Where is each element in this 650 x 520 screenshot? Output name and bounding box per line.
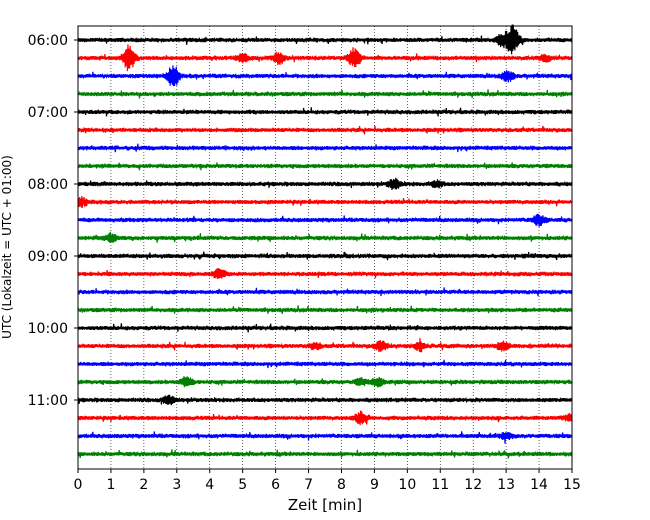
seismic-trace <box>77 268 573 280</box>
y-tick-label: 08:00 <box>28 177 68 193</box>
seismic-trace <box>77 305 573 314</box>
seismic-trace <box>77 376 573 388</box>
y-axis-ticks: 06:00 07:00 08:00 09:00 10:00 11:00 <box>28 33 78 409</box>
x-tick-label: 15 <box>563 477 581 493</box>
x-tick-label: 13 <box>497 477 515 493</box>
seismic-trace <box>77 359 573 369</box>
x-tick-label: 10 <box>398 477 416 493</box>
seismic-trace <box>77 162 573 171</box>
x-tick-label: 9 <box>370 477 379 493</box>
seismic-trace <box>77 338 573 353</box>
y-tick-label: 09:00 <box>28 249 68 265</box>
x-tick-label: 12 <box>464 477 482 493</box>
seismic-trace <box>77 394 573 406</box>
x-tick-label: 0 <box>74 477 83 493</box>
seismic-traces <box>77 24 573 459</box>
seismic-trace <box>77 65 573 87</box>
y-tick-label: 11:00 <box>28 393 68 409</box>
x-tick-label: 3 <box>172 477 181 493</box>
y-tick-label: 07:00 <box>28 105 68 121</box>
seismic-trace <box>77 323 573 333</box>
y-tick-label: 10:00 <box>28 321 68 337</box>
x-tick-label: 5 <box>238 477 247 493</box>
y-tick-label: 06:00 <box>28 33 68 49</box>
x-axis-ticks: 0 1 2 3 4 5 6 7 8 9 10 11 12 13 14 15 <box>74 469 581 493</box>
seismic-trace <box>77 410 573 426</box>
seismic-trace <box>77 431 573 444</box>
seismic-trace <box>77 177 573 190</box>
grid-lines <box>110 26 540 469</box>
x-tick-label: 7 <box>304 477 313 493</box>
x-tick-label: 6 <box>271 477 280 493</box>
seismic-trace <box>77 125 573 135</box>
x-tick-label: 4 <box>205 477 214 493</box>
x-tick-label: 14 <box>530 477 548 493</box>
seismic-trace <box>77 24 573 55</box>
seismic-trace <box>77 287 573 297</box>
plot-frame <box>77 25 573 470</box>
seismic-trace <box>77 449 573 459</box>
seismic-trace <box>77 231 573 243</box>
seismic-trace <box>77 213 573 227</box>
y-axis-label: UTC (Lokalzeit = UTC + 01:00) <box>0 155 14 339</box>
seismic-trace <box>77 195 573 208</box>
x-axis-label: Zeit [min] <box>288 496 362 514</box>
seismic-trace <box>77 107 573 117</box>
seismic-trace <box>77 251 573 261</box>
x-tick-label: 2 <box>139 477 148 493</box>
x-tick-label: 11 <box>431 477 449 493</box>
seismic-trace <box>77 89 573 99</box>
x-tick-label: 8 <box>337 477 346 493</box>
x-tick-label: 1 <box>106 477 115 493</box>
seismic-trace <box>77 143 573 153</box>
seismic-trace <box>77 44 573 72</box>
